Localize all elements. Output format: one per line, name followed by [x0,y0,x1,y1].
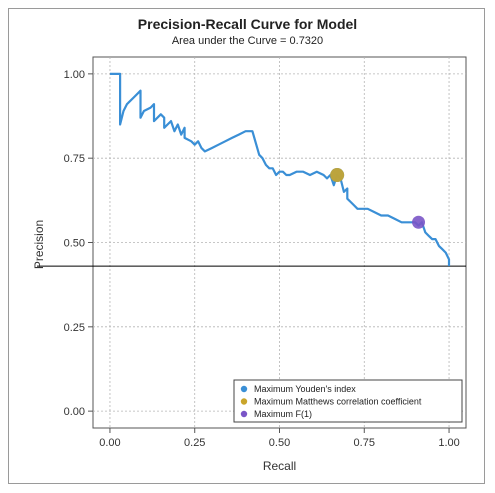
legend-entry: Maximum F(1) [254,409,312,419]
x-tick-label: 0.25 [184,437,205,449]
x-axis-label: Recall [263,459,296,473]
legend-entry: Maximum Matthews correlation coefficient [254,397,422,407]
x-tick-label: 0.00 [99,437,120,449]
x-tick-label: 0.50 [269,437,290,449]
chart-subtitle: Area under the Curve = 0.7320 [171,35,324,47]
legend-swatch [240,410,248,418]
chart-title: Precision-Recall Curve for Model [137,16,358,32]
legend-entry: Maximum Youden's index [254,384,356,394]
optimal-point-marker [330,168,345,183]
legend-swatch [240,398,248,405]
optimal-point-marker [412,215,426,229]
legend-box [233,379,463,423]
legend-swatch [240,385,248,393]
y-tick-label: 0.50 [64,238,85,250]
y-tick-label: 0.25 [64,322,85,334]
y-tick-label: 0.00 [64,406,85,418]
axis-ticks: 0.00 0.25 0.50 0.75 1.00 0.00 0.25 0.50 0.75 1.00 [64,69,460,449]
series-line [110,72,451,267]
x-tick-label: 1.00 [438,437,459,449]
x-tick-label: 0.75 [354,437,375,449]
optimal-points [330,168,426,229]
grid-lines [93,57,466,428]
y-tick-label: 0.75 [64,153,85,165]
y-axis-label: Precision [32,220,46,269]
legend: Maximum Youden's index Maximum Matthews c… [233,379,463,423]
y-tick-label: 1.00 [64,69,85,81]
